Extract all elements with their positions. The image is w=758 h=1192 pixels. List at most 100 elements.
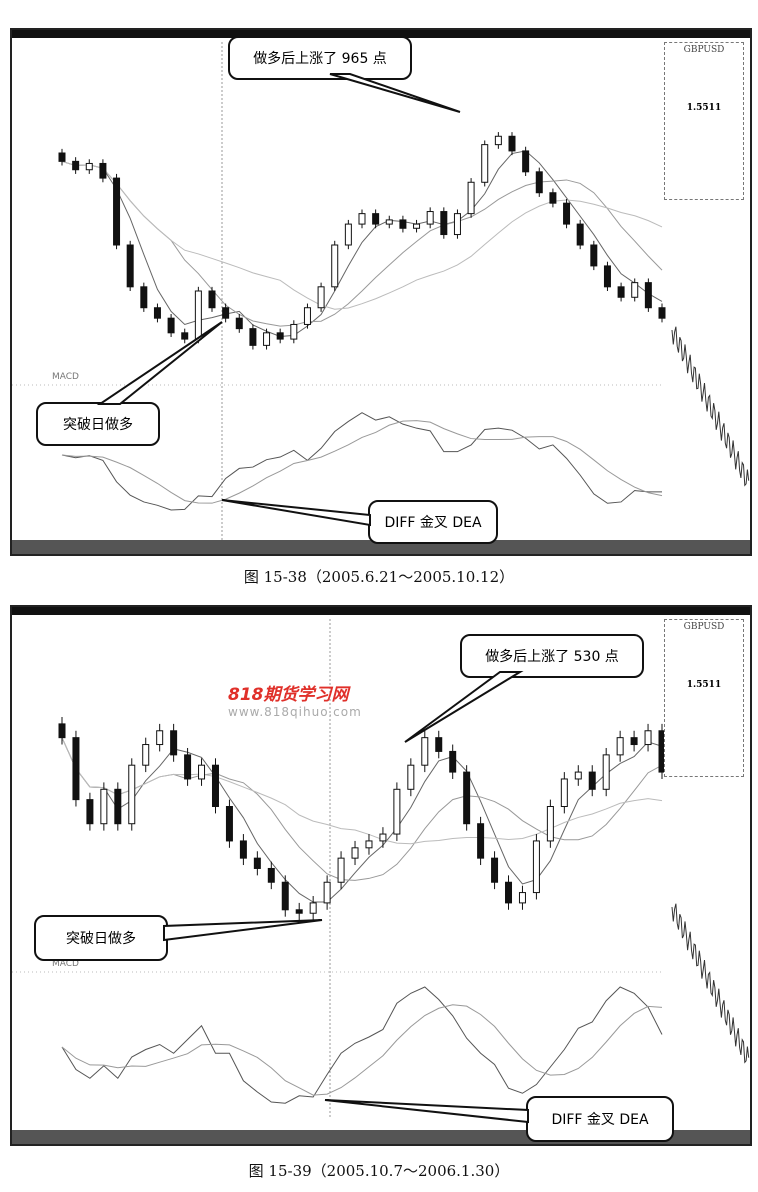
- candle: [337, 857, 345, 883]
- candle: [603, 265, 611, 288]
- candle: [85, 162, 93, 171]
- watermark: 818期货学习网 www.818qihuo.com: [228, 680, 362, 719]
- candle: [393, 788, 401, 835]
- candle: [644, 282, 652, 309]
- candle: [602, 754, 610, 790]
- dea-line: [61, 1004, 663, 1096]
- candle: [267, 867, 275, 883]
- candle: [630, 737, 638, 746]
- candle: [170, 730, 178, 756]
- candle: [126, 244, 134, 288]
- quote-panel: GBPUSD 1.5511: [664, 42, 744, 200]
- candle: [317, 286, 325, 309]
- candle: [235, 317, 243, 330]
- candle: [372, 213, 380, 225]
- candle: [239, 840, 247, 859]
- candle: [58, 152, 66, 162]
- dea-line: [61, 420, 663, 504]
- candle: [253, 857, 261, 869]
- figure-caption-1: 图 15-38（2005.6.21～2005.10.12）: [243, 568, 515, 586]
- candle: [276, 332, 284, 340]
- callout-breakout: 突破日做多: [34, 915, 168, 961]
- diff-line: [61, 986, 663, 1104]
- candle: [181, 332, 189, 340]
- candle: [532, 840, 540, 894]
- candle: [72, 737, 80, 801]
- candle: [658, 307, 666, 319]
- candle: [58, 723, 66, 739]
- candle: [588, 771, 596, 790]
- candle: [128, 764, 136, 825]
- indicator-label: MACD: [52, 372, 79, 382]
- moving-average-line: [61, 160, 663, 310]
- candle: [631, 282, 639, 298]
- candle: [72, 160, 80, 171]
- candle: [505, 881, 513, 904]
- candle: [114, 788, 122, 825]
- panel-price: 1.5511: [686, 103, 722, 113]
- panel-symbol: GBPUSD: [683, 45, 725, 55]
- candle: [194, 290, 202, 340]
- candle: [421, 737, 429, 766]
- candle: [481, 144, 489, 183]
- status-bar: [12, 540, 750, 554]
- candle: [491, 857, 499, 883]
- candle: [535, 171, 543, 194]
- quote-panel: GBPUSD 1.5511: [664, 619, 744, 777]
- panel-price: 1.5511: [686, 680, 722, 690]
- candle: [295, 909, 303, 914]
- candle: [303, 307, 311, 325]
- candle: [99, 162, 107, 179]
- candle: [563, 202, 571, 225]
- candle: [365, 840, 373, 849]
- candle: [617, 286, 625, 298]
- candle: [518, 892, 526, 904]
- toolbar: [12, 30, 750, 38]
- candle: [198, 764, 206, 780]
- candle: [407, 764, 415, 790]
- toolbar: [12, 607, 750, 615]
- candle: [263, 332, 271, 346]
- candle: [546, 806, 554, 842]
- callout-rise: 做多后上涨了 965 点: [228, 36, 412, 80]
- candle: [281, 881, 289, 911]
- candle: [156, 730, 164, 746]
- candle: [449, 750, 457, 773]
- candle: [576, 223, 584, 246]
- candle: [477, 823, 485, 859]
- moving-average-line: [61, 160, 663, 327]
- candle: [644, 730, 652, 746]
- candle: [467, 181, 475, 215]
- panel-symbol: GBPUSD: [683, 622, 725, 632]
- candle: [167, 317, 175, 334]
- candle: [358, 213, 366, 225]
- candle: [140, 286, 148, 309]
- candle: [508, 135, 516, 152]
- candle: [413, 223, 421, 229]
- moving-average-line: [61, 737, 663, 903]
- candle: [453, 213, 461, 236]
- chart-figure-2: MACD GBPUSD 1.5511: [10, 605, 752, 1146]
- candle: [616, 737, 624, 756]
- candle: [440, 211, 448, 236]
- callout-rise: 做多后上涨了 530 点: [460, 634, 644, 678]
- candlestick-chart: [12, 42, 750, 540]
- moving-average-line: [61, 737, 663, 881]
- candle: [385, 219, 393, 225]
- candle: [113, 177, 121, 246]
- candle: [86, 799, 94, 825]
- candle: [463, 771, 471, 825]
- candle: [549, 192, 557, 204]
- candlestick-chart: [12, 619, 750, 1117]
- moving-average-line: [61, 150, 663, 337]
- candle: [494, 135, 502, 146]
- moving-average-line: [61, 737, 663, 845]
- candle: [100, 788, 108, 825]
- intraday-line: [671, 326, 750, 487]
- candle: [225, 806, 233, 842]
- callout-breakout: 突破日做多: [36, 402, 160, 446]
- candle: [435, 737, 443, 752]
- callout-cross: DIFF 金叉 DEA: [526, 1096, 674, 1142]
- candle: [590, 244, 598, 267]
- figure-caption-2: 图 15-39（2005.10.7～2006.1.30）: [248, 1162, 510, 1180]
